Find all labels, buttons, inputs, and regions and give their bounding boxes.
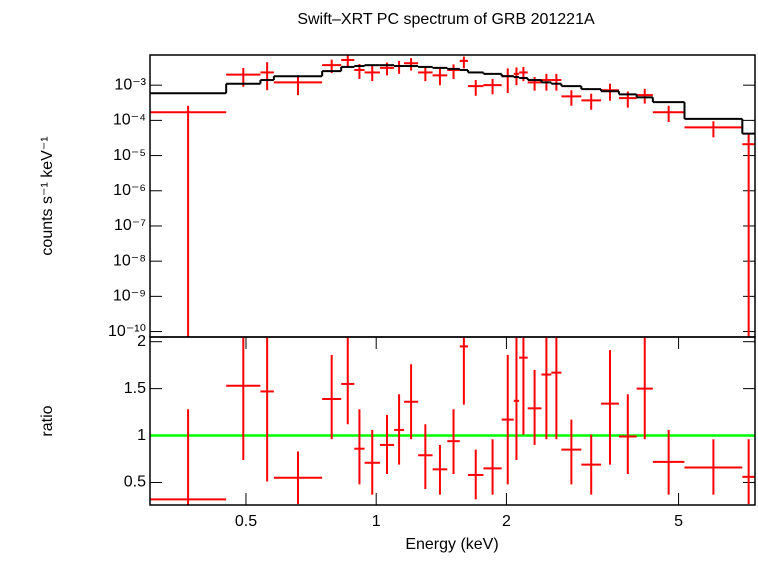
y-tick-label: 1.5 — [124, 380, 146, 397]
y-tick-label: 2 — [137, 333, 146, 350]
plot-frame — [149, 336, 756, 506]
y-tick-label: 10⁻³ — [114, 76, 146, 93]
y-tick-label: 1 — [137, 427, 146, 444]
y-tick-label: 10⁻⁷ — [114, 217, 146, 234]
y-tick-label: 10⁻¹⁰ — [108, 323, 146, 340]
y-tick-label: 10⁻⁶ — [113, 182, 146, 199]
y-tick-label: 10⁻⁸ — [113, 252, 146, 269]
chart-title: Swift–XRT PC spectrum of GRB 201221A — [297, 11, 595, 28]
x-tick-label: 1 — [372, 513, 381, 530]
x-tick-label: 5 — [674, 513, 683, 530]
y-axis-label: ratio — [39, 405, 56, 436]
y-tick-label: 0.5 — [124, 474, 146, 491]
x-tick-label: 0.5 — [235, 513, 257, 530]
y-tick-label: 10⁻⁹ — [113, 288, 146, 305]
y-tick-label: 10⁻⁵ — [113, 147, 146, 164]
x-axis-label: Energy (keV) — [405, 536, 498, 553]
y-tick-label: 10⁻⁴ — [113, 112, 146, 129]
y-axis-label: counts s⁻¹ keV⁻¹ — [39, 136, 56, 255]
x-tick-label: 2 — [502, 513, 511, 530]
